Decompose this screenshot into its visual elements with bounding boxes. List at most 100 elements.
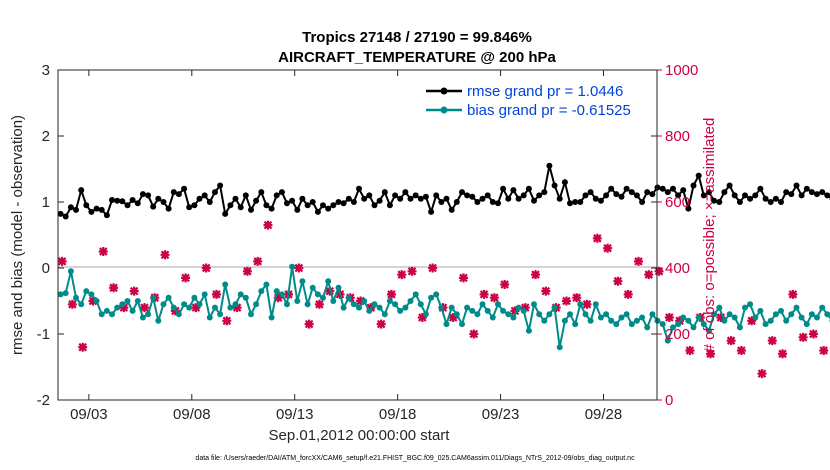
rmse-point (124, 202, 131, 209)
rmse-point (613, 191, 620, 198)
bias-point (659, 321, 666, 328)
bias-point (814, 314, 820, 321)
obs-count-marker (325, 286, 335, 296)
obs-count-marker (819, 346, 829, 355)
rmse-point (623, 185, 630, 192)
rmse-point (376, 197, 383, 204)
rmse-point (767, 199, 774, 205)
bias-point (273, 288, 280, 295)
bias-point (175, 311, 182, 318)
rmse-point (165, 205, 172, 212)
bias-point (819, 304, 826, 311)
plot-area (58, 70, 657, 400)
bias-point (212, 304, 218, 311)
obs-count-marker (57, 256, 67, 266)
obs-count-marker (211, 289, 221, 299)
bias-point (412, 291, 419, 298)
rmse-point (700, 192, 707, 199)
rmse-point (263, 202, 270, 209)
rmse-point (392, 192, 399, 199)
bias-point (757, 307, 764, 314)
bias-point (309, 284, 316, 291)
rmse-point (489, 199, 496, 205)
rmse-point (103, 212, 110, 219)
bias-point (330, 298, 337, 304)
bias-point (531, 301, 537, 308)
bias-point (742, 304, 748, 311)
rmse-point (808, 189, 815, 196)
bias-point (320, 294, 326, 301)
bias-point (721, 317, 728, 324)
rmse-point (139, 191, 146, 198)
rmse-point (803, 185, 810, 192)
x-tick-label: 09/28 (585, 406, 623, 423)
bias-point (505, 311, 512, 318)
obs-count-marker (139, 303, 149, 313)
obs-count-marker (685, 346, 695, 355)
bias-point (304, 301, 311, 308)
rmse-point (340, 200, 347, 207)
rmse-point (824, 192, 830, 199)
bias-point (567, 311, 573, 318)
bias-series (57, 263, 830, 351)
rmse-point (520, 192, 527, 199)
x-tick-label: 09/18 (379, 406, 417, 423)
rmse-point (495, 200, 501, 207)
bias-point (747, 301, 754, 308)
bias-point (484, 307, 491, 314)
bias-point (469, 307, 476, 314)
bias-point (422, 311, 429, 318)
bias-point (525, 327, 532, 334)
bias-point (62, 290, 69, 297)
rmse-point (83, 202, 90, 209)
rmse-point (747, 195, 754, 202)
bias-point (227, 304, 234, 311)
rmse-point (546, 162, 553, 169)
bias-point (633, 317, 640, 324)
bias-point (150, 294, 157, 301)
rmse-point (278, 189, 285, 196)
rmse-point (129, 197, 136, 203)
rmse-point (67, 204, 74, 211)
bias-point (124, 298, 131, 304)
obs-count-marker (119, 303, 129, 313)
bias-point (515, 304, 522, 311)
obs-count-marker (304, 319, 314, 329)
bias-point (237, 291, 244, 298)
rmse-point (608, 185, 615, 192)
bias-point (551, 304, 558, 311)
bias-point (160, 301, 167, 308)
rmse-point (618, 193, 625, 200)
bias-point (448, 304, 455, 311)
rmse-point (428, 208, 435, 215)
obs-count-marker (273, 293, 283, 303)
bias-point (78, 301, 85, 308)
y-axis-right: 0 200 400 600 800 1000 (657, 62, 698, 409)
obs-count-marker (222, 316, 232, 326)
rmse-point (582, 192, 589, 199)
obs-count-marker (726, 336, 736, 346)
y-right-tick-label: 0 (665, 392, 673, 409)
obs-count-marker (407, 266, 417, 276)
rmse-point (541, 189, 548, 196)
obs-count-marker (242, 266, 252, 276)
obs-count-marker (592, 233, 602, 243)
bias-point (268, 314, 275, 321)
bias-point (155, 317, 162, 324)
rmse-point (412, 192, 419, 199)
bias-point (443, 321, 450, 328)
bias-point (361, 298, 368, 304)
rmse-point (145, 192, 152, 199)
bias-point (628, 321, 635, 328)
rmse-point (731, 192, 738, 199)
bias-point (546, 311, 553, 318)
rmse-point (299, 195, 306, 202)
bias-point (752, 314, 759, 321)
obs-count-marker (510, 306, 520, 316)
data-file-footnote: data file: /Users/raeder/DAI/ATM_forcXX/… (195, 455, 635, 462)
rmse-point (531, 197, 537, 204)
rmse-point (88, 208, 95, 215)
obs-count-marker (479, 289, 489, 299)
bias-point (690, 324, 697, 331)
obs-count-marker (654, 266, 664, 276)
